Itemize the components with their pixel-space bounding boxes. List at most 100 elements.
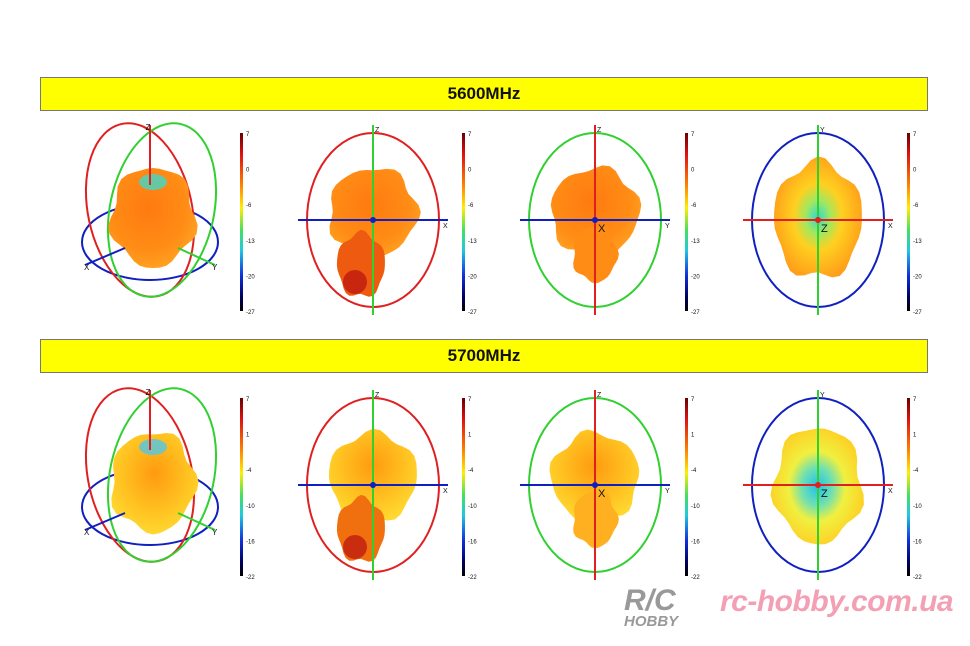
colorbar-tick-label: 0 [246, 168, 250, 174]
top-null-highlight [139, 174, 167, 190]
pattern-panel: Y X Z 7 1 -4 -10 -16 -22 [743, 390, 922, 581]
colorbar-tick-label: -22 [913, 575, 922, 581]
axis-label-vertical: Z [597, 127, 602, 134]
colorbar-tick-label: -16 [913, 539, 922, 545]
colorbar-tick-label: 1 [468, 433, 472, 439]
origin-dot [592, 482, 598, 488]
colorbar-tick-label: 7 [913, 397, 917, 403]
colorbar-tick-label: -4 [468, 468, 474, 474]
axis-label-horizontal: X [443, 488, 448, 495]
lobe-peak [343, 270, 367, 294]
colorbar-tick-label: -13 [913, 239, 922, 245]
colorbar-tick-label: 7 [691, 132, 695, 138]
pattern-panel: Z Y X 7 1 -4 -10 -16 -22 [520, 390, 700, 581]
axis-label-horizontal: X [443, 223, 448, 230]
axis-label-center: X [598, 488, 606, 500]
colorbar-tick-label: -27 [246, 310, 255, 316]
radiation-pattern-lobe [573, 226, 619, 284]
colorbar: 7 1 -4 -10 -16 -22 [462, 397, 477, 581]
axis-label-x: X [84, 528, 90, 537]
svg-text:R/C: R/C [624, 584, 677, 617]
colorbar: 7 1 -4 -10 -16 -22 [240, 397, 255, 581]
colorbar-tick-label: -6 [913, 203, 919, 209]
colorbar-tick-label: -27 [913, 310, 922, 316]
colorbar-tick-label: -22 [691, 575, 700, 581]
colorbar-gradient [240, 133, 243, 311]
lobe-peak [343, 535, 367, 559]
colorbar-tick-label: -10 [913, 504, 922, 510]
origin-dot [370, 482, 376, 488]
colorbar-tick-label: 7 [913, 132, 917, 138]
colorbar-tick-label: 7 [246, 132, 250, 138]
colorbar-tick-label: -6 [468, 203, 474, 209]
colorbar-gradient [907, 133, 910, 311]
colorbar-tick-label: -16 [691, 539, 700, 545]
colorbar-gradient [240, 398, 243, 576]
axis-label-center: Z [821, 488, 828, 500]
pattern-panel: Y X Z 7 0 -6 -13 -20 -27 [743, 125, 922, 316]
pattern-panel: Z X 7 0 -6 -13 -20 -27 [298, 125, 477, 316]
colorbar-tick-label: 1 [691, 433, 695, 439]
colorbar-tick-label: -6 [246, 203, 252, 209]
colorbar-tick-label: -22 [468, 575, 477, 581]
rc-hobby-logo: R/C HOBBY [624, 584, 680, 628]
colorbar: 7 0 -6 -13 -20 -27 [907, 132, 922, 316]
svg-text:HOBBY: HOBBY [624, 613, 680, 628]
origin-dot [815, 217, 821, 223]
colorbar-tick-label: -10 [246, 504, 255, 510]
colorbar: 7 1 -4 -10 -16 -22 [907, 397, 922, 581]
colorbar-tick-label: -20 [913, 274, 922, 280]
colorbar-tick-label: -13 [691, 239, 700, 245]
axis-label-horizontal: Y [665, 223, 670, 230]
axis-label-vertical: Y [820, 392, 825, 399]
colorbar-tick-label: -10 [468, 504, 477, 510]
axis-label-vertical: Z [597, 392, 602, 399]
colorbar-gradient [685, 133, 688, 311]
colorbar-tick-label: -20 [246, 274, 255, 280]
origin-dot [592, 217, 598, 223]
y-axis-line [177, 247, 216, 266]
colorbar-gradient [907, 398, 910, 576]
axis-label-z: Z [146, 123, 151, 132]
colorbar-tick-label: 1 [246, 433, 250, 439]
radiation-pattern-lobe [573, 491, 619, 549]
colorbar-tick-label: -13 [246, 239, 255, 245]
colorbar-tick-label: -4 [913, 468, 919, 474]
axis-label-vertical: Z [375, 127, 380, 134]
axis-label-x: X [84, 263, 90, 272]
radiation-pattern-lobe [550, 165, 642, 259]
axis-label-center: Z [821, 223, 828, 235]
colorbar: 7 0 -6 -13 -20 -27 [685, 132, 700, 316]
colorbar-tick-label: 0 [691, 168, 695, 174]
colorbar-tick-label: -16 [468, 539, 477, 545]
x-axis-line [84, 512, 126, 531]
colorbar-gradient [462, 133, 465, 311]
colorbar: 7 0 -6 -13 -20 -27 [462, 132, 477, 316]
colorbar-tick-label: -27 [691, 310, 700, 316]
colorbar: 7 0 -6 -13 -20 -27 [240, 132, 255, 316]
origin-dot [370, 217, 376, 223]
colorbar-tick-label: 0 [913, 168, 917, 174]
colorbar-tick-label: 1 [913, 433, 917, 439]
colorbar-tick-label: -13 [468, 239, 477, 245]
colorbar-gradient [685, 398, 688, 576]
colorbar-tick-label: 7 [468, 132, 472, 138]
colorbar: 7 1 -4 -10 -16 -22 [685, 397, 700, 581]
watermark-site: rc-hobby.com.ua [720, 585, 954, 618]
axis-label-horizontal: X [888, 488, 893, 495]
colorbar-tick-label: -16 [246, 539, 255, 545]
y-axis-line [177, 512, 216, 531]
colorbar-tick-label: 7 [468, 397, 472, 403]
axis-label-horizontal: X [888, 223, 893, 230]
colorbar-tick-label: -4 [246, 468, 252, 474]
top-null-highlight [139, 439, 167, 455]
colorbar-tick-label: 7 [691, 397, 695, 403]
axis-label-y: Y [212, 528, 218, 537]
origin-dot [815, 482, 821, 488]
colorbar-tick-label: 0 [468, 168, 472, 174]
colorbar-tick-label: -10 [691, 504, 700, 510]
colorbar-tick-label: -20 [691, 274, 700, 280]
radiation-pattern-lobe [108, 168, 198, 268]
banner-title: 5600MHz [447, 84, 521, 103]
